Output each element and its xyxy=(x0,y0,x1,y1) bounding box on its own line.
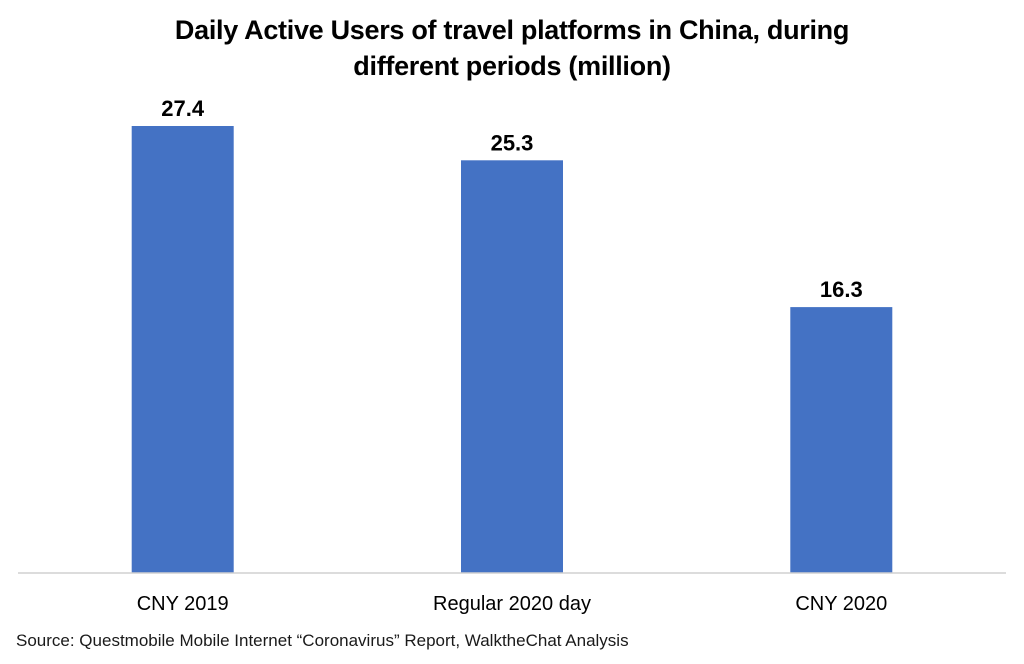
category-label-0: CNY 2019 xyxy=(137,593,229,615)
bar-1 xyxy=(461,160,563,574)
data-label-0: 27.4 xyxy=(161,96,205,121)
data-label-2: 16.3 xyxy=(820,277,863,302)
chart-title: Daily Active Users of travel platforms i… xyxy=(112,12,912,84)
bar-0 xyxy=(131,126,234,573)
source-note: Source: Questmobile Mobile Internet “Cor… xyxy=(16,631,629,650)
chart-title-line-1: Daily Active Users of travel platforms i… xyxy=(174,15,850,45)
category-label-1: Regular 2020 day xyxy=(433,593,591,615)
category-label-2: CNY 2020 xyxy=(795,593,887,615)
chart-title-line-2: different periods (million) xyxy=(353,51,671,81)
data-label-1: 25.3 xyxy=(491,130,534,155)
bar-2 xyxy=(790,307,893,573)
